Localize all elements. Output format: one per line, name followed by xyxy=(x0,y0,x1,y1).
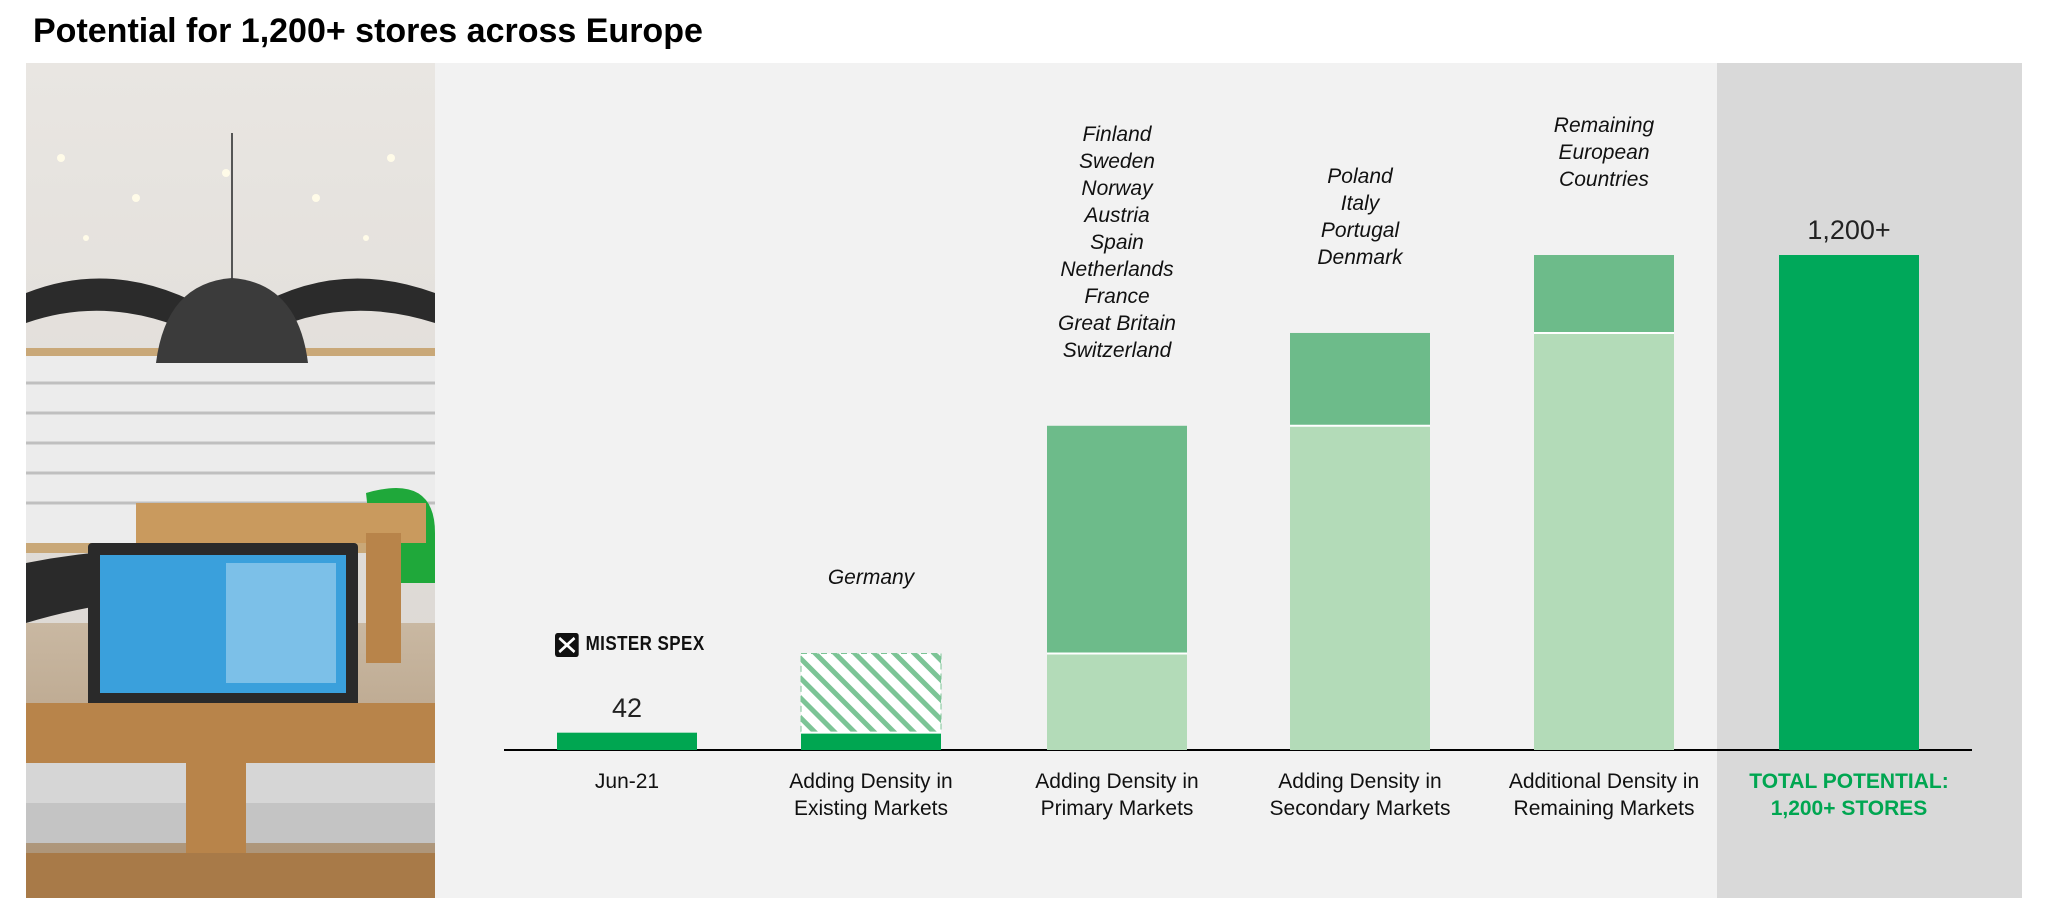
bar-base xyxy=(1534,332,1674,750)
annotation-line: Poland xyxy=(1327,164,1393,188)
bar xyxy=(1779,255,1919,750)
bar-base xyxy=(1047,653,1187,750)
annotation-line: France xyxy=(1084,284,1150,308)
store-photo xyxy=(26,63,435,898)
annotation: Germany xyxy=(751,564,991,591)
annotation-line: Portugal xyxy=(1320,218,1400,242)
annotation-line: Germany xyxy=(827,566,915,590)
annotation: Remaining European Countries xyxy=(1484,112,1724,193)
x-tick-label: Adding Density in Existing Markets xyxy=(789,770,953,820)
x-tick-label: Additional Density in Remaining Markets xyxy=(1508,770,1700,820)
annotation-line: Austria xyxy=(1084,203,1150,227)
bar-base xyxy=(1290,425,1430,750)
annotation-line: European xyxy=(1558,141,1650,164)
annotation-line: Norway xyxy=(1081,176,1153,200)
logo-text: MISTER SPEX xyxy=(585,633,705,656)
title: Potential for 1,200+ stores across Europ… xyxy=(33,12,703,50)
x-tick-label: Jun-21 xyxy=(594,770,660,793)
bar xyxy=(557,732,697,750)
bar-increase xyxy=(1534,255,1674,333)
x-tick-label: Adding Density in Primary Markets xyxy=(1035,770,1199,820)
logo-icon xyxy=(555,632,579,657)
annotation-line: Switzerland xyxy=(1062,338,1172,362)
annotation-line: Sweden xyxy=(1079,149,1155,173)
bar-increase xyxy=(1047,425,1187,654)
value-label: 1,200+ xyxy=(1807,215,1891,245)
annotation-line: Netherlands xyxy=(1060,257,1174,281)
bar-base xyxy=(801,732,941,750)
annotation-line: Spain xyxy=(1090,230,1144,254)
value-label: 42 xyxy=(611,692,643,723)
annotation-line: Remaining xyxy=(1553,114,1655,137)
annotation-line: Great Britain xyxy=(1058,311,1176,335)
annotation: Poland Italy Portugal Denmark xyxy=(1240,163,1480,271)
x-tick-label: TOTAL POTENTIAL: 1,200+ STORES xyxy=(1749,770,1949,820)
annotation-line: Italy xyxy=(1340,191,1380,215)
annotation-line: Finland xyxy=(1082,122,1152,146)
annotation: Finland Sweden Norway Austria Spain Netherlan… xyxy=(997,121,1237,364)
bar-increase xyxy=(800,652,942,734)
x-tick-label: Adding Density in Secondary Markets xyxy=(1269,770,1451,820)
annotation-line: Denmark xyxy=(1317,245,1403,269)
logo: MISTER SPEX xyxy=(555,632,705,657)
bar-increase xyxy=(1290,332,1430,426)
annotation-line: Countries xyxy=(1559,168,1649,191)
